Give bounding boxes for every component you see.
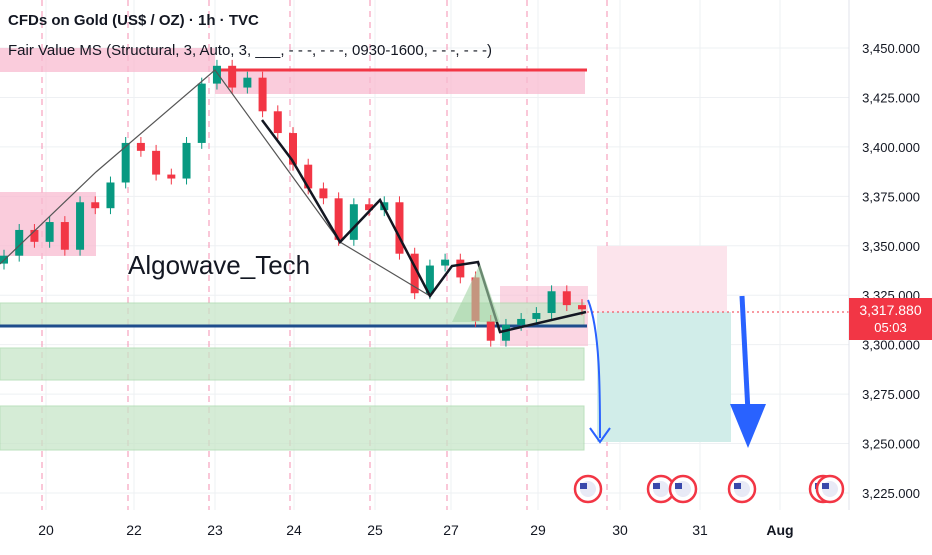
candle-body (441, 259, 450, 266)
candle-body (182, 142, 191, 179)
swing-line-gray (0, 69, 431, 297)
us-flag-icon-canton (822, 483, 829, 489)
economic-events (573, 474, 845, 504)
x-tick-label: 25 (367, 522, 383, 538)
candle-body (243, 77, 252, 88)
price-axis: 3,450.000 3,425.000 3,400.000 3,375.000 3,35… (848, 0, 920, 510)
candle-body (60, 222, 69, 250)
candle-body (501, 324, 510, 341)
candle-body (121, 142, 130, 183)
candle-body (228, 65, 237, 88)
candle-body (425, 265, 434, 294)
candle-body (456, 259, 465, 278)
projection-arrowhead-small (589, 427, 611, 444)
us-flag-icon-canton (675, 483, 682, 489)
candle-body (30, 229, 39, 242)
candle-body (486, 320, 495, 341)
demand-zone-3 (0, 405, 585, 451)
y-tick-label: 3,350.000 (862, 239, 920, 254)
candle-body (273, 111, 282, 134)
candle-body (76, 202, 85, 250)
indicator-label[interactable]: Fair Value MS (Structural, 3, Auto, 3, _… (8, 42, 493, 59)
bar-countdown: 05:03 (874, 320, 907, 335)
x-tick-label: 27 (443, 522, 459, 538)
y-tick-label: 3,400.000 (862, 140, 920, 155)
candle-body (365, 204, 374, 211)
candle-body (410, 253, 419, 294)
candle-body (334, 198, 343, 240)
candle-body (562, 291, 571, 306)
target-zone (597, 246, 727, 312)
last-price-tag: 3,317.880 05:03 (849, 298, 932, 340)
candle-body (578, 305, 586, 310)
candle-body (197, 83, 206, 143)
x-tick-label: 23 (207, 522, 223, 538)
candle-body (106, 182, 115, 209)
candle-body (152, 150, 161, 175)
stop-zone (597, 312, 731, 442)
candle-body (136, 142, 145, 151)
y-tick-label: 3,375.000 (862, 189, 920, 204)
y-tick-label: 3,425.000 (862, 90, 920, 105)
supply-zone-right (215, 70, 585, 94)
y-tick-label: 3,275.000 (862, 387, 920, 402)
projection-arrow-big-shaft (739, 295, 751, 413)
candle-body (547, 291, 556, 314)
chart-title: CFDs on Gold (US$ / OZ) · 1h · TVC (8, 12, 259, 29)
y-tick-label: 3,225.000 (862, 486, 920, 501)
candle-body (319, 188, 328, 199)
y-tick-label: 3,300.000 (862, 338, 920, 353)
us-flag-icon-canton (653, 483, 660, 489)
candle-body (45, 222, 54, 242)
last-price-value: 3,317.880 (859, 302, 922, 318)
candle-body (91, 202, 100, 209)
x-tick-label: 20 (38, 522, 54, 538)
candle-body (532, 313, 541, 319)
fair-value-zones (0, 48, 731, 451)
y-tick-label: 3,450.000 (862, 41, 920, 56)
y-tick-label: 3,250.000 (862, 437, 920, 452)
projection-arrowhead-big (730, 404, 766, 448)
candle-body (289, 133, 297, 165)
time-axis: 20 22 23 24 25 27 29 30 31 Aug (38, 522, 793, 538)
us-flag-icon-canton (580, 483, 587, 489)
author-watermark: Algowave_Tech (128, 250, 311, 280)
candle-body (212, 65, 221, 84)
candle-body (15, 229, 24, 256)
consolidation-triangle (452, 264, 500, 322)
candle-body (349, 204, 358, 240)
supply-zone-top (0, 48, 215, 72)
x-tick-label: 24 (286, 522, 302, 538)
candle-body (258, 77, 267, 112)
x-tick-label: Aug (766, 522, 793, 538)
candle-body (395, 202, 404, 254)
x-tick-label: 30 (612, 522, 628, 538)
x-tick-label: 22 (126, 522, 142, 538)
x-tick-label: 31 (692, 522, 708, 538)
x-tick-label: 29 (530, 522, 546, 538)
projection-arrow-small (587, 299, 601, 439)
candle-body (517, 318, 526, 325)
us-flag-icon-canton (734, 483, 741, 489)
candle-body (304, 164, 313, 189)
demand-zone-2 (0, 347, 585, 381)
candle-body (167, 174, 176, 179)
